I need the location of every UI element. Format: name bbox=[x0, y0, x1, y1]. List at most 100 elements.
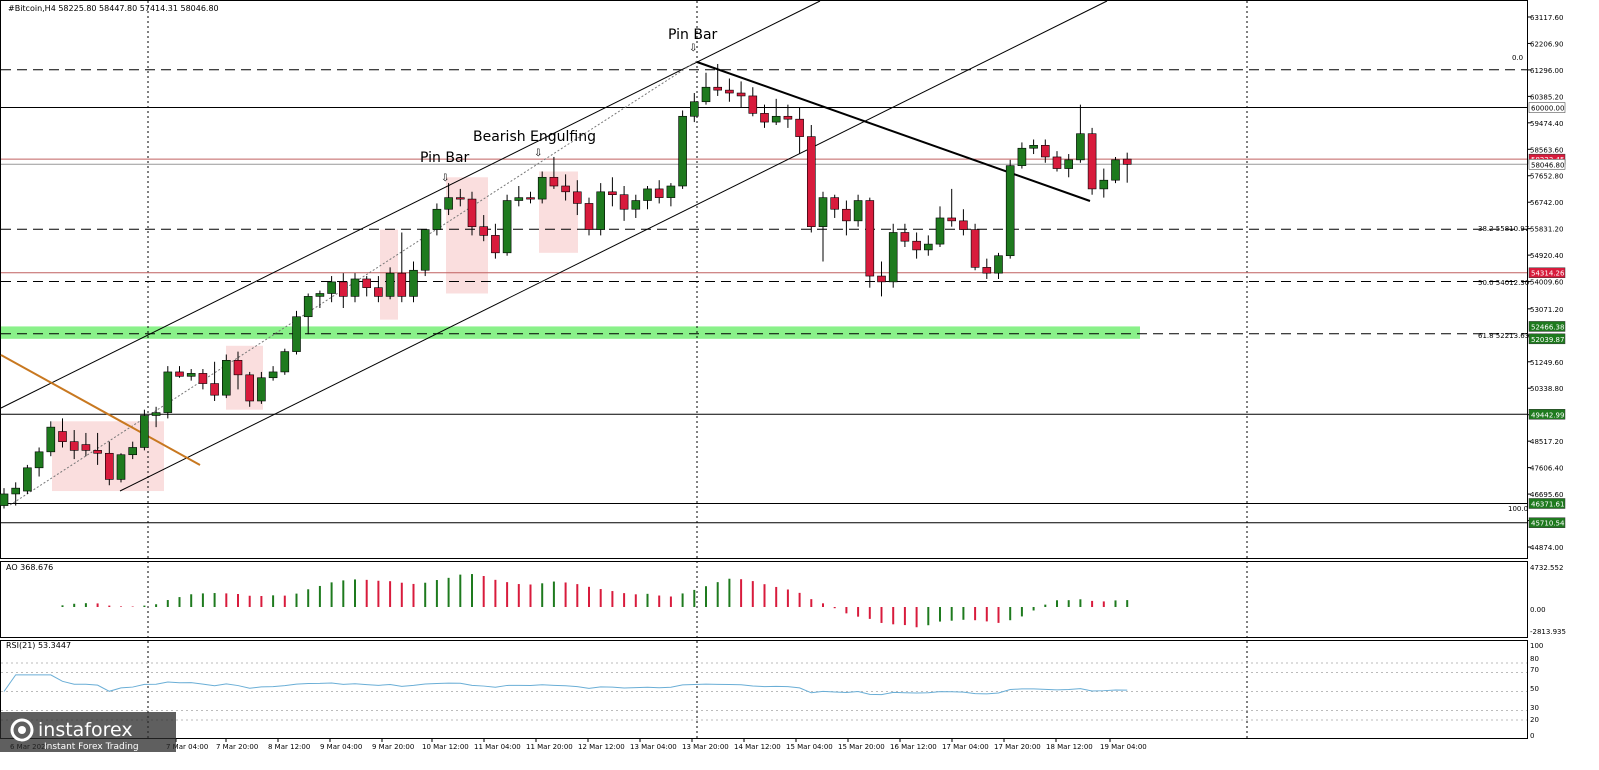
candle-body bbox=[163, 371, 173, 413]
price-tick-label: 48517.20 bbox=[1530, 438, 1563, 446]
candle bbox=[654, 180, 664, 204]
price-badge-box bbox=[1528, 517, 1566, 528]
candle-body bbox=[455, 197, 465, 200]
symbol-header: #Bitcoin,H4 58225.80 58447.80 57414.31 5… bbox=[8, 4, 219, 13]
candle-body bbox=[584, 203, 594, 230]
time-tick-label: 11 Mar 20:00 bbox=[526, 743, 573, 751]
candle-body bbox=[760, 113, 769, 123]
candle-body bbox=[69, 441, 79, 451]
candle bbox=[970, 223, 980, 271]
candle bbox=[338, 273, 348, 309]
rsi-line bbox=[3, 674, 1128, 696]
candle-body bbox=[444, 197, 453, 210]
candle bbox=[432, 203, 442, 236]
pattern-highlight-box bbox=[226, 345, 263, 410]
time-tick-label: 15 Mar 20:00 bbox=[838, 743, 885, 751]
ao-label: AO 368.676 bbox=[6, 563, 53, 572]
price-tick-label: 58563.60 bbox=[1530, 146, 1563, 154]
candle-body bbox=[93, 450, 102, 454]
candle-body bbox=[783, 115, 793, 120]
candle bbox=[46, 421, 56, 457]
candle bbox=[865, 197, 875, 288]
candle bbox=[783, 104, 793, 128]
annotation-pin-bar-mid: Pin Bar bbox=[420, 150, 470, 166]
price-badge-box bbox=[1528, 409, 1566, 420]
candle-body bbox=[549, 176, 559, 187]
fib-label-61: 61.8 52213.63 bbox=[1478, 332, 1529, 340]
price-badge-label: 46371.61 bbox=[1531, 500, 1564, 508]
candle bbox=[81, 432, 91, 457]
candle bbox=[186, 369, 196, 381]
candle-body bbox=[233, 360, 243, 376]
candle-body bbox=[292, 316, 301, 352]
candle bbox=[175, 366, 184, 378]
watermark-background bbox=[0, 712, 176, 752]
ao-histogram bbox=[61, 574, 1129, 628]
candle-body bbox=[1064, 159, 1073, 169]
price-tick-label: 56742.00 bbox=[1530, 199, 1563, 207]
candle bbox=[806, 124, 816, 233]
candle-body bbox=[994, 255, 1003, 274]
candle bbox=[748, 87, 758, 117]
candle bbox=[1017, 142, 1027, 169]
price-tick-label: 54920.40 bbox=[1530, 252, 1563, 260]
candle-body bbox=[327, 281, 336, 294]
price-badge-label: 49442.99 bbox=[1531, 411, 1564, 419]
candle-body bbox=[748, 95, 758, 114]
candle bbox=[982, 258, 992, 279]
price-badge-label: 54314.26 bbox=[1531, 270, 1565, 278]
candle-body bbox=[514, 197, 524, 201]
candle-body bbox=[362, 278, 372, 288]
candle bbox=[818, 191, 828, 262]
candle-body bbox=[198, 373, 208, 384]
price-axis: 63117.60 62206.90 61296.00 60385.20 59474.40… bbox=[1527, 14, 1563, 552]
candle bbox=[397, 232, 407, 303]
candle bbox=[327, 276, 336, 303]
candle-body bbox=[912, 240, 921, 251]
candle-body bbox=[771, 115, 781, 123]
candle bbox=[900, 223, 910, 248]
candle bbox=[257, 371, 266, 404]
candle bbox=[210, 361, 219, 401]
candle-body bbox=[526, 197, 535, 200]
price-tick-label: 50338.80 bbox=[1530, 385, 1563, 393]
candle bbox=[514, 185, 524, 207]
candle-body bbox=[1052, 156, 1062, 169]
candle bbox=[771, 98, 781, 125]
rsi-tick-70: 70 bbox=[1530, 666, 1539, 674]
candle-body bbox=[689, 101, 699, 117]
price-badge-box bbox=[1528, 102, 1566, 113]
candle bbox=[549, 156, 559, 189]
channel-lower-line bbox=[119, 0, 1108, 492]
candle bbox=[994, 252, 1003, 279]
candle-body bbox=[631, 200, 641, 210]
ao-tick-zero: 0.00 bbox=[1530, 606, 1546, 614]
candle-body bbox=[982, 267, 992, 274]
candle-body bbox=[608, 191, 617, 196]
candle-body bbox=[572, 191, 582, 204]
rsi-tick-50: 50 bbox=[1530, 685, 1539, 693]
candle-body bbox=[1122, 158, 1132, 165]
candle bbox=[93, 432, 102, 465]
candle-body bbox=[1087, 133, 1097, 190]
candle-body bbox=[1005, 165, 1015, 257]
candle bbox=[725, 78, 734, 102]
candle-body bbox=[736, 92, 746, 97]
time-tick-label: 11 Mar 04:00 bbox=[474, 743, 521, 751]
candle bbox=[619, 185, 629, 221]
candle bbox=[923, 235, 933, 256]
main-pane-border bbox=[0, 0, 1528, 559]
candle-body bbox=[561, 185, 570, 193]
time-tick-label: 13 Mar 20:00 bbox=[682, 743, 729, 751]
candle bbox=[713, 63, 723, 96]
candle bbox=[643, 185, 652, 210]
candle-body bbox=[666, 185, 676, 198]
candle-body bbox=[795, 118, 804, 137]
candle bbox=[596, 183, 606, 236]
candle bbox=[34, 447, 44, 477]
candle bbox=[1122, 152, 1132, 183]
candle-body bbox=[947, 217, 957, 222]
candle-body bbox=[1111, 159, 1120, 181]
candle bbox=[292, 310, 301, 355]
